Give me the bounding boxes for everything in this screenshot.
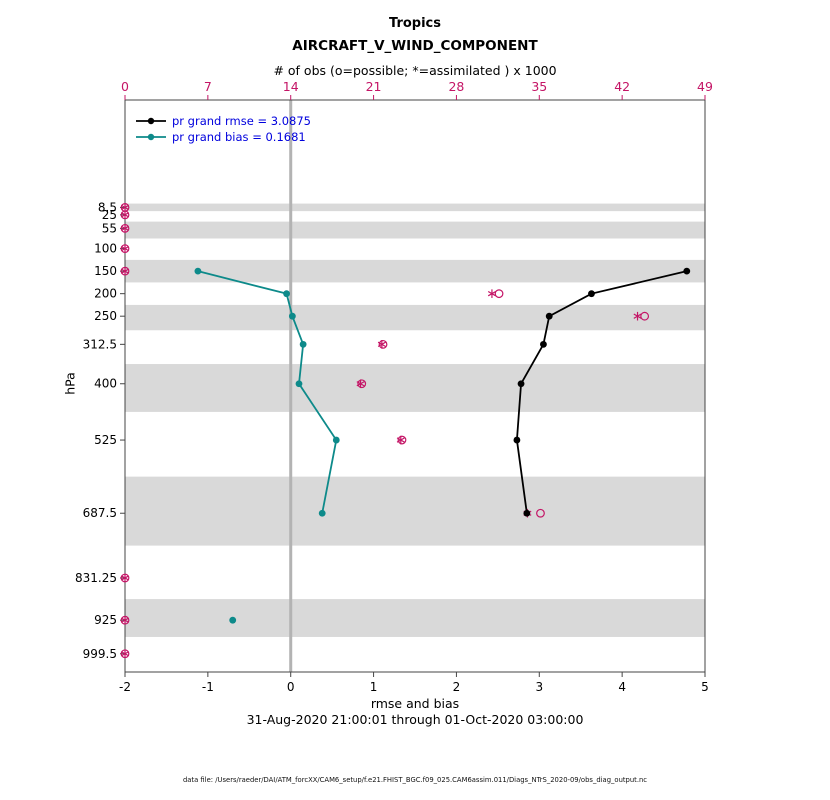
y-tick-label: 925 [94,613,117,627]
series-point [194,267,202,275]
assimilated-obs-marker [487,290,496,297]
pressure-band [125,364,705,412]
assimilated-obs-marker [356,381,365,387]
zero-reference-line [289,100,293,672]
series-point [513,436,521,444]
y-tick-label: 55 [102,221,117,235]
series-point [540,340,547,348]
possible-obs-marker [494,289,504,299]
assimilated-obs-marker [120,617,130,623]
top-tick-label: 7 [204,79,212,94]
x-tick-label: -2 [119,680,131,694]
legend-marker-sample [147,133,155,141]
top-tick-label: 0 [121,79,129,94]
x-tick-label: -1 [202,680,214,694]
x-tick-label: 2 [453,680,461,694]
chart-title: Tropics [389,16,441,31]
assimilated-obs-marker [120,204,130,211]
y-tick-label: 525 [94,433,117,447]
series-point [523,509,531,517]
legend-label: pr grand rmse = 3.0875 [172,114,311,128]
possible-obs-marker [397,435,407,445]
top-tick-label: 28 [448,79,464,94]
assimilated-obs-marker [120,651,130,657]
series-point [295,380,303,388]
top-tick-label: 14 [283,79,299,94]
x-tick-label: 1 [370,680,378,694]
assimilated-obs-marker [633,313,642,319]
legend-marker-sample [147,117,155,125]
y-axis-label: hPa [62,372,78,395]
top-tick-label: 49 [697,79,713,94]
y-tick-label: 250 [94,309,117,323]
top-tick-label: 42 [614,79,630,94]
pressure-band [125,259,705,283]
series-point [588,290,595,298]
y-tick-label: 400 [94,377,117,391]
y-tick-label: 25 [102,208,117,222]
y-tick-label: 687.5 [83,506,117,520]
pressure-band [125,221,705,239]
y-tick-label: 999.5 [83,647,117,661]
possible-obs-marker [640,311,650,321]
assimilated-obs-marker [120,225,130,232]
pressure-band [125,203,705,212]
possible-obs-marker [357,379,367,389]
top-axis-label: # of obs (o=possible; *=assimilated ) x … [273,63,557,78]
y-tick-label: 8.5 [98,200,117,214]
assimilated-obs-marker [377,341,386,348]
x-tick-label: 0 [287,680,295,694]
pressure-band [125,476,705,546]
series-isolated-point [229,616,237,624]
series-point [288,312,296,320]
x-tick-label: 3 [535,680,543,694]
assimilated-obs-marker [396,437,405,443]
possible-obs-marker [378,339,388,349]
y-tick-label: 831.25 [75,571,117,585]
series-point [318,509,326,517]
x-axis-label: rmse and bias [370,696,460,711]
pressure-band [125,599,705,637]
pressure-band [125,304,705,331]
assimilated-obs-marker [120,212,130,218]
assimilated-obs-marker [120,268,130,274]
chart-subtitle: AIRCRAFT_V_WIND_COMPONENT [292,38,538,54]
x-tick-label: 5 [701,680,709,694]
series-point [332,436,340,444]
time-range-label: 31-Aug-2020 21:00:01 through 01-Oct-2020… [246,712,584,727]
y-tick-label: 200 [94,287,117,301]
series-point [299,340,307,348]
y-tick-label: 312.5 [83,337,117,351]
series-point [517,380,525,388]
legend-label: pr grand bias = 0.1681 [172,130,306,144]
possible-obs-marker [536,508,545,518]
top-tick-label: 21 [366,79,382,94]
assimilated-obs-marker [120,575,130,581]
series-point [683,267,691,275]
assimilated-obs-marker [120,245,130,252]
series-point [283,290,290,298]
y-tick-label: 100 [94,242,117,256]
x-tick-label: 4 [618,680,626,694]
y-tick-label: 150 [94,264,117,278]
datafile-path-label: data file: /Users/raeder/DAI/ATM_forcXX/… [182,776,648,784]
top-tick-label: 35 [531,79,547,94]
plot-box [124,99,706,673]
series-point [545,312,553,320]
